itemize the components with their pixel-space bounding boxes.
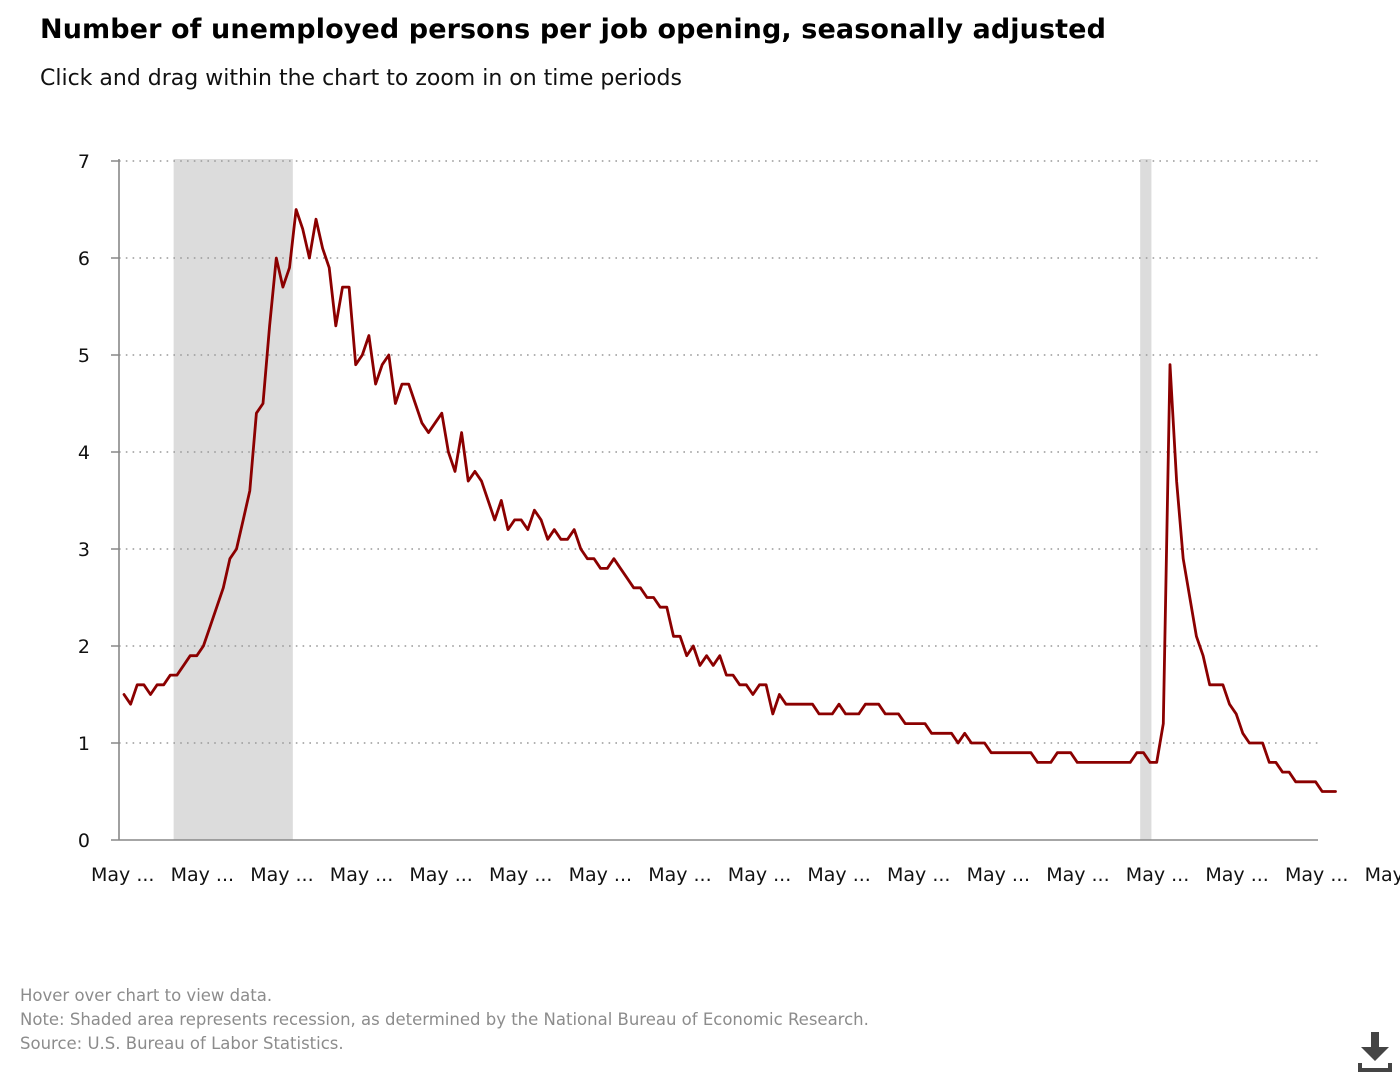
x-tick-label: May ... [728,864,791,886]
x-tick-label: May ... [967,864,1030,886]
y-tick-label: 2 [78,636,90,658]
y-tick-label: 5 [78,345,90,367]
x-tick-label: May ... [1365,864,1400,886]
download-icon[interactable] [1354,1030,1394,1074]
hover-hint: Hover over chart to view data. [20,986,273,1005]
x-tick-label: May ... [807,864,870,886]
y-tick-label: 3 [78,539,90,561]
x-tick-label: May ... [409,864,472,886]
y-tick-label: 7 [78,151,90,173]
x-tick-label: May ... [250,864,313,886]
y-tick-label: 4 [78,442,90,464]
source-note: Source: U.S. Bureau of Labor Statistics. [20,1034,344,1053]
y-tick-labels: 0 1 2 3 4 5 6 7 [78,151,90,852]
series-line[interactable] [122,208,1337,793]
x-tick-label: May ... [1285,864,1348,886]
x-tick-label: May ... [330,864,393,886]
recession-band [173,159,293,840]
recession-band [1140,159,1152,840]
chart-title: Number of unemployed persons per job ope… [40,14,1106,45]
recession-shading [173,159,1152,840]
series[interactable] [122,208,1337,793]
x-tick-label: May ... [1046,864,1109,886]
gridlines [111,160,1318,841]
chart-subtitle: Click and drag within the chart to zoom … [40,66,682,91]
y-tick-label: 1 [78,733,90,755]
x-tick-label: May ... [91,864,154,886]
x-tick-label: May ... [489,864,552,886]
recession-note: Note: Shaded area represents recession, … [20,1010,869,1029]
y-tick-label: 6 [78,248,90,270]
x-tick-label: May ... [1126,864,1189,886]
axes [118,159,1318,841]
x-tick-labels: May ... May ... May ... May ... May ... May .… [91,864,1400,886]
x-tick-label: May ... [1205,864,1268,886]
x-tick-label: May ... [171,864,234,886]
y-tick-label: 0 [78,830,90,852]
x-tick-label: May ... [648,864,711,886]
x-tick-label: May ... [887,864,950,886]
x-tick-label: May ... [569,864,632,886]
chart-footer: Hover over chart to view data. Note: Sha… [20,984,869,1056]
